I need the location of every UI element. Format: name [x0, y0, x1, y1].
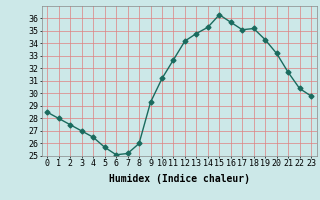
X-axis label: Humidex (Indice chaleur): Humidex (Indice chaleur): [109, 174, 250, 184]
